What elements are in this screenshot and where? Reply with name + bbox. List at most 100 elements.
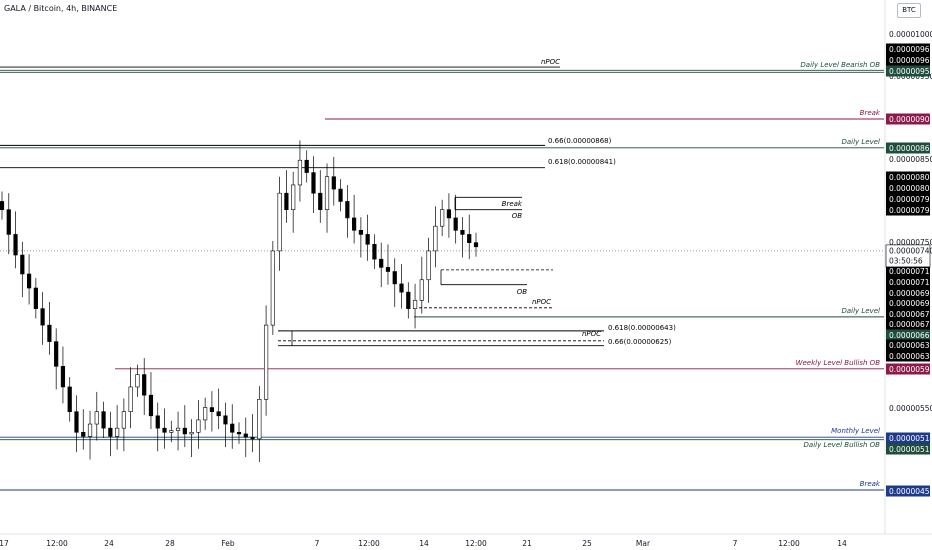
candle-up: [277, 192, 282, 252]
price-label-box: [886, 265, 930, 277]
annotations-layer: nPOC Daily Level Bearish OB Break 0.66(0.00…: [502, 58, 881, 488]
current-price-box: [885, 244, 931, 268]
x-tick-label: 17: [0, 539, 9, 548]
price-label-box: [886, 182, 930, 194]
candle-down: [13, 234, 18, 256]
level-annotation: Break: [860, 480, 881, 488]
candle-up: [419, 279, 424, 301]
currency-badge[interactable]: BTC: [897, 3, 921, 18]
candle-up: [94, 411, 99, 425]
candle-down: [392, 271, 397, 285]
level-annotation: nPOC: [541, 58, 560, 66]
candle-down: [304, 159, 309, 173]
level-annotation: Weekly Level Bullish OB: [796, 359, 881, 367]
price-label: 0.00000514: [889, 434, 932, 443]
level-annotation: 0.66(0.00000625): [608, 338, 672, 346]
candle-down: [33, 287, 38, 309]
price-label-box: [886, 65, 930, 77]
candle-down: [331, 176, 336, 190]
candle-down: [250, 436, 255, 440]
candle-up: [426, 250, 431, 281]
price-label-box: [886, 485, 930, 497]
price-label: 0.00000865: [889, 144, 932, 153]
level-annotation: Daily Level: [841, 307, 880, 315]
candle-up: [297, 159, 303, 186]
candle-down: [209, 407, 215, 412]
candle-down: [148, 394, 154, 417]
x-tick-label: 12:00: [46, 539, 68, 548]
price-label: 0.00000963: [889, 56, 932, 65]
candle-down: [236, 431, 242, 435]
candle-down: [26, 273, 32, 289]
candle-down: [20, 254, 25, 275]
level-annotation: OB: [512, 212, 523, 220]
candle-down: [40, 308, 45, 326]
x-tick-label: 28: [165, 539, 175, 548]
chart-title: GALA / Bitcoin, 4h, BINANCE: [4, 4, 118, 13]
price-label-box: [886, 54, 930, 66]
candle-up: [87, 423, 93, 437]
price-label: 0.00000660: [889, 331, 932, 340]
candle-down: [81, 431, 86, 437]
candle-down: [318, 192, 323, 210]
candle-up: [270, 250, 275, 326]
price-label-box: [886, 308, 930, 320]
x-tick-label: 25: [582, 539, 592, 548]
candle-up: [324, 176, 330, 210]
price-label: 0.00000805: [889, 184, 932, 193]
level-annotation: nPOC: [582, 330, 601, 338]
price-label-box: [886, 339, 930, 351]
level-annotation: OB: [517, 288, 528, 296]
candle-down: [460, 230, 465, 235]
candle-down: [406, 291, 411, 309]
level-annotation: Daily Level Bearish OB: [800, 61, 880, 69]
level-annotation: 0.618(0.00000841): [548, 158, 616, 166]
level-annotation: 0.618(0.00000643): [608, 324, 676, 332]
candle-down: [311, 172, 316, 194]
price-label-box: [886, 287, 930, 299]
candle-down: [338, 188, 343, 202]
candle-down: [6, 209, 11, 235]
level-annotation: Break: [860, 109, 881, 117]
price-label: 0.00000790: [889, 206, 932, 215]
candle-down: [473, 242, 479, 248]
axis-layer: 0.000010000.000009500.000008500.00000750…: [0, 30, 932, 548]
candle-up: [440, 209, 445, 227]
candle-down: [352, 217, 357, 231]
x-tick-label: 12:00: [778, 539, 800, 548]
candle-down: [101, 411, 106, 429]
price-label-box: [886, 350, 930, 362]
price-label: 0.00000511: [889, 445, 932, 454]
y-tick-label: 0.00000750: [889, 238, 932, 247]
candle-down: [379, 258, 384, 268]
x-tick-label: 21: [522, 539, 532, 548]
level-annotation: 0.66(0.00000868): [548, 137, 612, 145]
price-label: 0.00000717: [889, 278, 932, 287]
x-tick-label: 12:00: [358, 539, 380, 548]
level-annotation: Daily Level Bullish OB: [804, 441, 881, 449]
candle-down: [223, 415, 228, 425]
candle-up: [121, 411, 126, 429]
candles-layer: [0, 140, 479, 462]
current-price-label: 0.00000740: [889, 247, 932, 256]
price-label: 0.00000963: [889, 45, 932, 54]
x-tick-label: 14: [837, 539, 847, 548]
candle-down: [155, 415, 160, 429]
candle-down: [216, 411, 221, 417]
level-annotation: Monthly Level: [831, 427, 880, 435]
price-label-box: [886, 43, 930, 55]
price-label: 0.00000805: [889, 173, 932, 182]
price-label: 0.00000597: [889, 365, 932, 374]
candle-up: [263, 324, 269, 400]
price-label: 0.00000699: [889, 299, 932, 308]
x-tick-label: 14: [419, 539, 429, 548]
candle-up: [169, 430, 174, 433]
x-tick-label: 7: [733, 539, 738, 548]
price-label-box: [886, 276, 930, 288]
candle-down: [446, 209, 452, 219]
price-label-box: [886, 329, 930, 341]
price-label: 0.00000900: [889, 115, 932, 124]
candle-down: [467, 234, 472, 243]
